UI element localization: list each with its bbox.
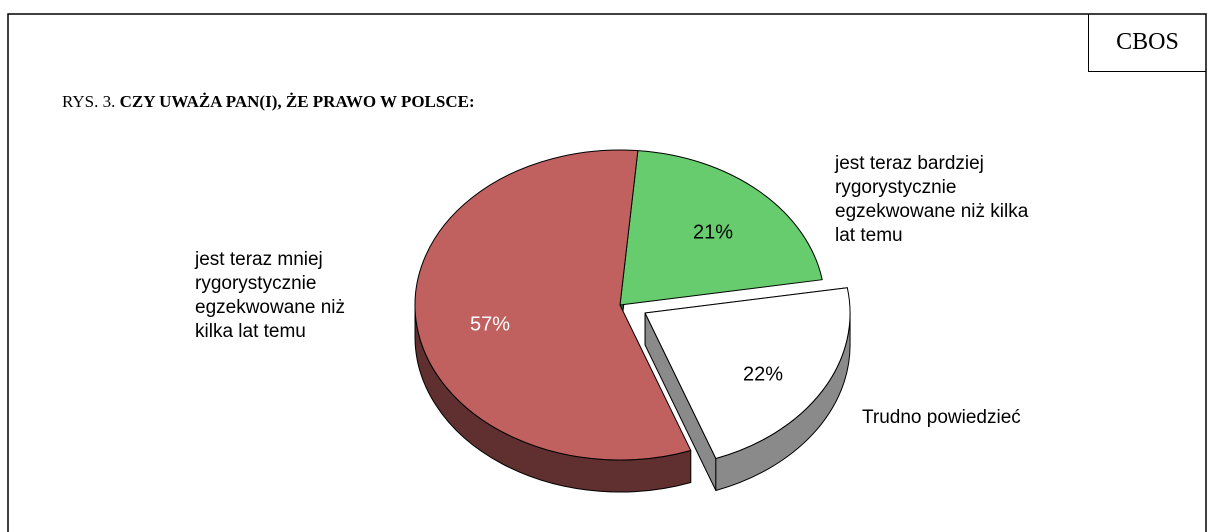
chart-title: CZY UWAŻA PAN(I), ŻE PRAWO W POLSCE: — [119, 92, 475, 111]
value-label: 22% — [742, 363, 784, 386]
pie-slice — [414, 149, 692, 461]
brand: CBOS — [1088, 14, 1206, 72]
category-label: jest teraz mniej rygorystycznie egzekwow… — [195, 249, 345, 342]
category-label: jest teraz bardziej rygorystycznie egzek… — [835, 153, 1029, 246]
value-label: 57% — [469, 313, 511, 336]
figure-label: RYS. 3. — [62, 92, 116, 111]
chart-title-row: RYS. 3. CZY UWAŻA PAN(I), ŻE PRAWO W POL… — [62, 92, 475, 112]
value-label: 21% — [692, 221, 734, 244]
slice — [414, 149, 692, 493]
pie-slice — [644, 287, 851, 459]
category-label: Trudno powiedzieć — [862, 407, 1021, 428]
frame — [7, 13, 1207, 532]
slice — [644, 287, 851, 491]
pie-slice — [619, 150, 823, 306]
